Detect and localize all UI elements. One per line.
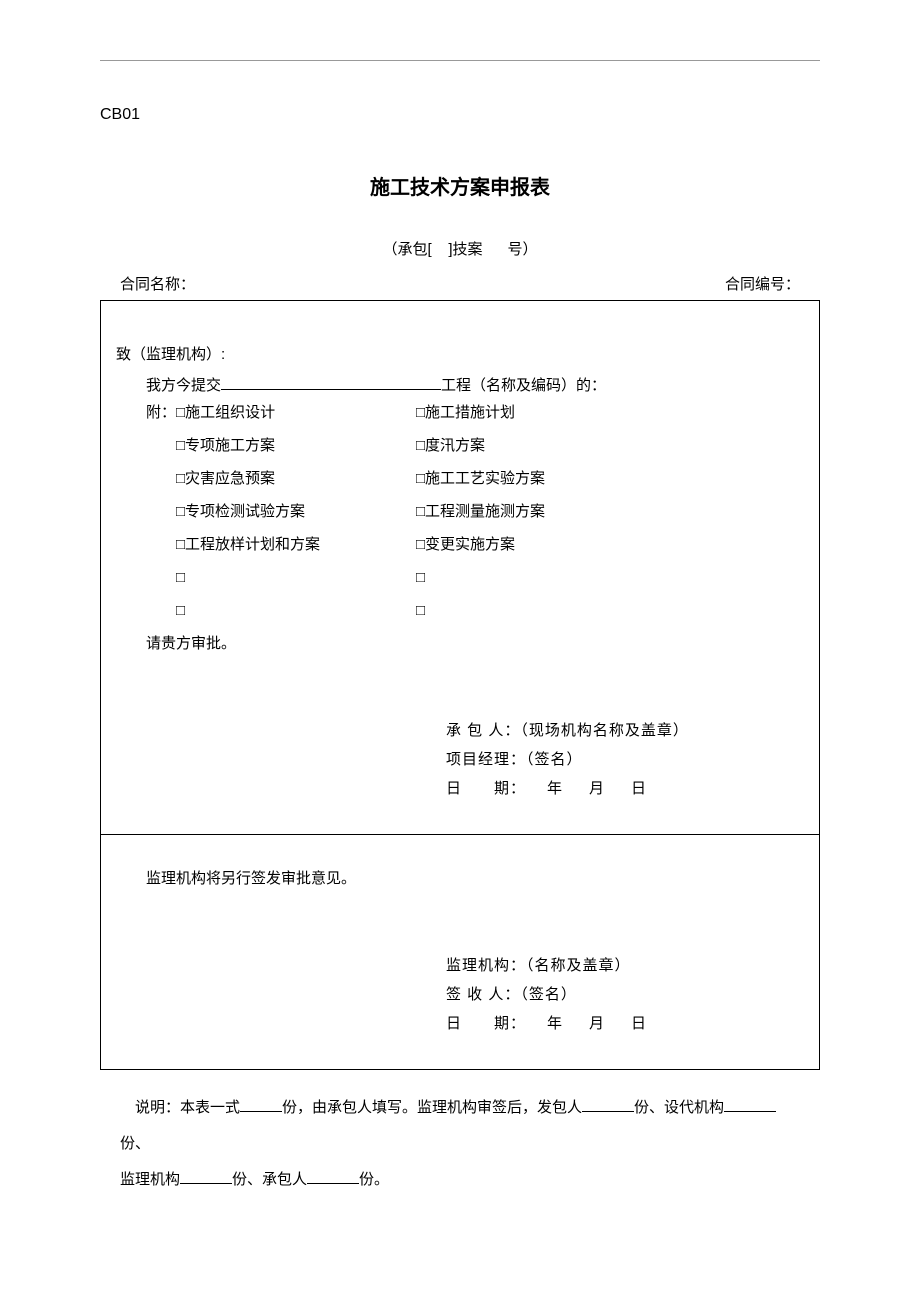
option-row: 附：□施工组织设计 □施工措施计划 [116,399,804,426]
contract-name-label: 合同名称： [120,271,195,298]
upper-section: 致（监理机构）: 我方今提交 工程（名称及编码）的： 附：□施工组织设计 □施工措… [101,301,819,835]
pm-hint: （签名） [526,751,583,768]
option-left[interactable]: □ [116,564,416,591]
option-left: 附：□施工组织设计 [116,399,416,426]
blank-copies[interactable] [240,1097,282,1112]
option-row: □灾害应急预案 □施工工艺实验方案 [116,465,804,492]
project-blank[interactable] [221,372,441,390]
subtitle-mid: ]技案 [448,241,482,258]
approval-request: 请贵方审批。 [116,630,804,657]
exp-b: 份，由承包人填写。监理机构审签后，发包人 [282,1099,582,1116]
submit-line: 我方今提交 工程（名称及编码）的： [116,372,804,399]
date-label: 日 期： [446,780,526,797]
contract-no-label: 合同编号： [725,271,800,298]
explanation-line1: 说明：本表一式 份，由承包人填写。监理机构审签后，发包人 份、设代机构份、 [120,1090,800,1162]
form-code: CB01 [100,101,820,130]
option-row: □专项施工方案 □度汛方案 [116,432,804,459]
pm-line: 项目经理：（签名） [446,746,804,773]
submit-prefix: 我方今提交 [146,377,221,394]
option-left[interactable]: □专项施工方案 [116,432,416,459]
option-row: □工程放样计划和方案 □变更实施方案 [116,531,804,558]
blank-contractor[interactable] [307,1169,359,1184]
option-item[interactable]: □施工组织设计 [176,404,275,421]
contract-row: 合同名称： 合同编号： [100,271,820,298]
form-box: 致（监理机构）: 我方今提交 工程（名称及编码）的： 附：□施工组织设计 □施工措… [100,300,820,1070]
date-fields[interactable]: 年 月 日 [526,780,652,797]
receiver-line: 签 收 人：（签名） [446,981,804,1008]
attach-label: 附： [146,404,176,421]
option-right[interactable]: □度汛方案 [416,432,804,459]
exp-d: 份、 [120,1135,150,1152]
option-row: □ □ [116,564,804,591]
option-left[interactable]: □专项检测试验方案 [116,498,416,525]
explanation: 说明：本表一式 份，由承包人填写。监理机构审签后，发包人 份、设代机构份、 监理机构… [100,1090,820,1198]
blank-owner[interactable] [582,1097,634,1112]
top-separator [100,60,820,61]
option-right[interactable]: □变更实施方案 [416,531,804,558]
exp-a: 说明：本表一式 [135,1099,240,1116]
contractor-sign-block: 承 包 人：（现场机构名称及盖章） 项目经理：（签名） 日 期： 年 月 日 [116,717,804,802]
exp2-c: 份。 [359,1171,389,1188]
supervisor-hint: （名称及盖章） [526,957,631,974]
date-line: 日 期： 年 月 日 [446,775,804,802]
blank-design[interactable] [724,1097,776,1112]
document-title: 施工技术方案申报表 [100,170,820,206]
date-line2: 日 期： 年 月 日 [446,1010,804,1037]
exp2-a: 监理机构 [120,1171,180,1188]
subtitle-prefix: （承包[ [382,241,431,258]
supervisor-note: 监理机构将另行签发审批意见。 [116,865,804,892]
option-row: □ □ [116,597,804,624]
contractor-hint: （现场机构名称及盖章） [520,722,689,739]
contractor-line: 承 包 人：（现场机构名称及盖章） [446,717,804,744]
addressee: 致（监理机构）: [116,341,804,368]
option-right[interactable]: □施工措施计划 [416,399,804,426]
contractor-label: 承 包 人： [446,722,520,739]
supervisor-label: 监理机构： [446,957,526,974]
lower-section: 监理机构将另行签发审批意见。 监理机构：（名称及盖章） 签 收 人：（签名） 日… [101,835,819,1069]
date-label2: 日 期： [446,1015,526,1032]
option-right[interactable]: □ [416,564,804,591]
option-left[interactable]: □ [116,597,416,624]
subtitle-suffix: 号） [508,241,538,258]
pm-label: 项目经理： [446,751,526,768]
receiver-hint: （签名） [520,986,577,1003]
blank-supervisor[interactable] [180,1169,232,1184]
explanation-line2: 监理机构 份、承包人 份。 [120,1162,800,1198]
supervisor-line: 监理机构：（名称及盖章） [446,952,804,979]
receiver-label: 签 收 人： [446,986,520,1003]
document-subtitle: （承包[ ]技案 号） [100,236,820,263]
date-fields2[interactable]: 年 月 日 [526,1015,652,1032]
option-left[interactable]: □灾害应急预案 [116,465,416,492]
option-left[interactable]: □工程放样计划和方案 [116,531,416,558]
option-row: □专项检测试验方案 □工程测量施测方案 [116,498,804,525]
option-right[interactable]: □ [416,597,804,624]
option-right[interactable]: □施工工艺实验方案 [416,465,804,492]
option-right[interactable]: □工程测量施测方案 [416,498,804,525]
exp-c: 份、设代机构 [634,1099,724,1116]
supervisor-sign-block: 监理机构：（名称及盖章） 签 收 人：（签名） 日 期： 年 月 日 [116,952,804,1037]
exp2-b: 份、承包人 [232,1171,307,1188]
submit-suffix: 工程（名称及编码）的： [441,377,606,394]
